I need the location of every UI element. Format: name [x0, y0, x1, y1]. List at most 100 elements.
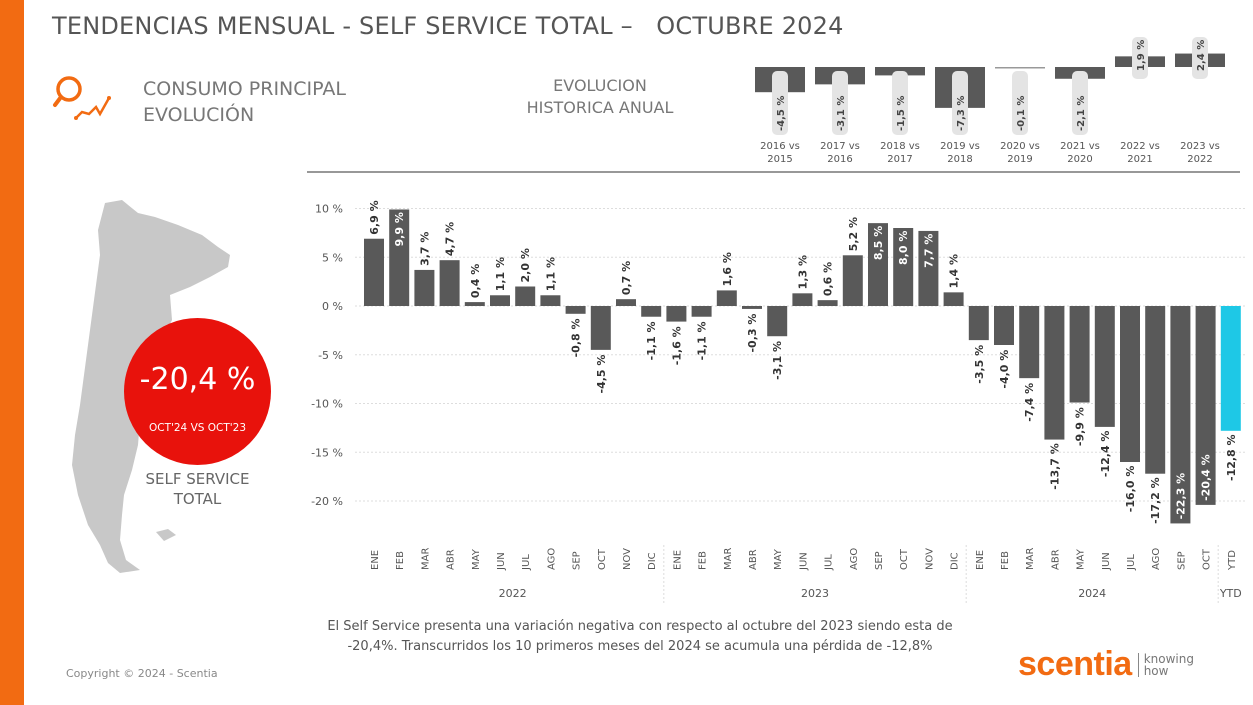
bar-data-label: -3,1 %	[771, 341, 784, 380]
bar	[868, 223, 888, 306]
bar-data-label: 1,1 %	[494, 257, 507, 291]
bar	[364, 238, 384, 306]
bar	[1145, 306, 1166, 474]
month-label: MAY	[1076, 548, 1087, 570]
section-title: CONSUMO PRINCIPAL EVOLUCIÓN	[143, 76, 346, 128]
month-label: ENE	[672, 550, 683, 570]
bar	[666, 306, 687, 322]
annual-label-pill	[1192, 37, 1208, 79]
bar-data-label: -13,7 %	[1048, 443, 1061, 490]
bar	[1195, 306, 1216, 505]
bar	[414, 269, 435, 306]
bar	[1069, 306, 1090, 403]
month-label: ABR	[748, 549, 759, 570]
magnifier-trend-icon	[53, 76, 111, 120]
annual-label-pill	[952, 71, 968, 135]
annual-category-label: 2022 vs	[1120, 141, 1160, 152]
bar-data-label: -0,3 %	[746, 314, 759, 353]
bar	[641, 306, 662, 317]
page-title: TENDENCIAS MENSUAL - SELF SERVICE TOTAL …	[52, 12, 844, 40]
annual-title-line1: EVOLUCION	[553, 76, 647, 95]
bar-data-label: 0,4 %	[469, 264, 482, 298]
bar-data-label: 9,9 %	[393, 212, 406, 246]
bar	[842, 255, 863, 306]
annual-category-label: 2021 vs	[1060, 141, 1100, 152]
month-label: SEP	[1176, 551, 1187, 570]
month-label: JUL	[824, 554, 835, 571]
month-label: OCT	[1202, 548, 1213, 570]
bar-data-label: -7,4 %	[1023, 383, 1036, 422]
bar-data-label: 3,7 %	[418, 232, 431, 266]
annual-category-label: 2020 vs	[1000, 141, 1040, 152]
bar	[716, 290, 737, 306]
month-label: AGO	[849, 548, 860, 570]
kpi-value: -20,4 %	[139, 362, 256, 397]
bar	[994, 306, 1014, 345]
bar-data-label: -20,4 %	[1200, 454, 1213, 501]
bar	[691, 306, 712, 317]
bar	[767, 306, 788, 337]
segment-label: SELF SERVICE TOTAL	[120, 469, 275, 509]
bar	[464, 302, 485, 306]
month-label: JUN	[1101, 552, 1112, 571]
month-label: AGO	[546, 548, 557, 570]
annual-label-pill	[1132, 37, 1148, 79]
annual-data-label: -7,3 %	[956, 96, 967, 131]
bar-data-label: 1,4 %	[948, 254, 961, 288]
section-title-line1: CONSUMO PRINCIPAL	[143, 78, 346, 100]
month-label: AGO	[1151, 548, 1162, 570]
y-tick-label: 10 %	[315, 203, 343, 216]
annual-category-label: 2018 vs	[880, 141, 920, 152]
month-label: SEP	[572, 551, 583, 570]
annual-label-pill	[1012, 71, 1028, 135]
y-tick-label: -5 %	[318, 349, 343, 362]
annual-label-pill	[832, 71, 848, 135]
month-label: MAR	[1025, 548, 1036, 570]
logo-word: scentia	[1018, 645, 1132, 683]
bar	[616, 299, 636, 306]
bar-data-label: 1,1 %	[544, 257, 557, 291]
annual-category-label: 2016 vs	[760, 141, 800, 152]
bar-data-label: -9,9 %	[1074, 407, 1087, 446]
month-label: JUL	[521, 554, 532, 571]
annual-data-label: -1,5 %	[896, 96, 907, 131]
y-tick-label: -10 %	[311, 398, 343, 411]
annual-category-label: 2020	[1067, 154, 1092, 165]
bar	[968, 306, 989, 341]
bar	[590, 306, 611, 350]
y-tick-label: 0 %	[322, 300, 343, 313]
annual-data-label: -0,1 %	[1016, 96, 1027, 131]
annual-label-pill	[772, 71, 788, 135]
bar	[918, 230, 939, 306]
month-label: MAY	[773, 548, 784, 570]
month-label: MAY	[471, 548, 482, 570]
y-tick-label: 5 %	[322, 251, 343, 264]
bar-data-label: -4,0 %	[998, 350, 1011, 389]
copyright: Copyright © 2024 - Scentia	[66, 667, 218, 680]
annual-category-label: 2017 vs	[820, 141, 860, 152]
annual-category-label: 2016	[827, 154, 852, 165]
month-label: DIC	[647, 552, 658, 570]
logo-tagline: knowing how	[1137, 652, 1194, 677]
annual-data-label: -2,1 %	[1076, 96, 1087, 131]
bar-data-label: -1,1 %	[645, 321, 658, 360]
annual-title-line2: HISTORICA ANUAL	[526, 98, 674, 117]
month-label: NOV	[924, 548, 935, 570]
annual-data-label: 1,9 %	[1136, 40, 1147, 71]
scentia-logo: scentia knowing how	[1018, 645, 1194, 684]
accent-strip	[0, 0, 24, 705]
annual-category-label: 2018	[947, 154, 972, 165]
bar	[943, 292, 964, 306]
bar-data-label: 7,7 %	[922, 234, 935, 268]
month-label: MAR	[723, 548, 734, 570]
bar-data-label: 1,6 %	[721, 252, 734, 286]
month-label: FEB	[1000, 551, 1011, 570]
annual-data-label: 2,4 %	[1196, 40, 1207, 71]
bar	[439, 260, 460, 306]
bar	[389, 209, 410, 306]
annual-category-label: 2023 vs	[1180, 141, 1220, 152]
bar	[792, 293, 813, 306]
annual-category-label: 2021	[1127, 154, 1152, 165]
month-label: YTD	[1227, 550, 1238, 571]
